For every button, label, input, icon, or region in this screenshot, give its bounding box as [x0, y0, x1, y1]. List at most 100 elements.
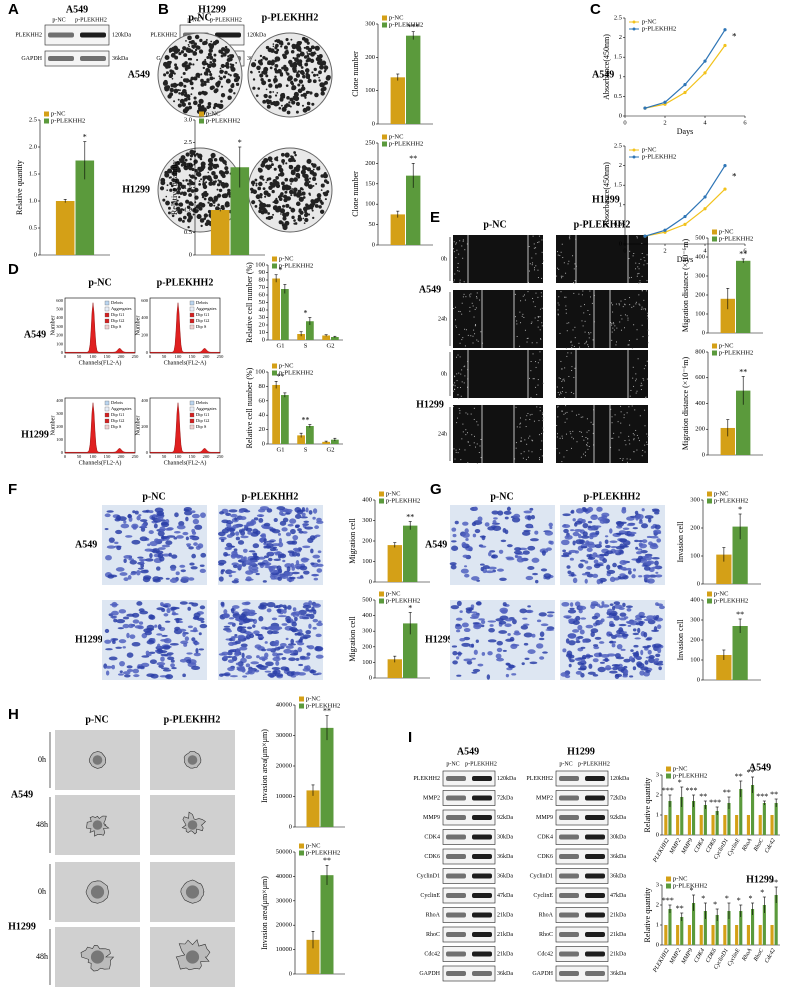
cell-speck	[581, 294, 583, 296]
cell-speck	[612, 304, 614, 306]
stained-cell	[645, 669, 651, 673]
label: 250	[132, 454, 140, 459]
stained-cell	[123, 674, 131, 678]
y-tick-label: 80	[259, 383, 266, 390]
cell-speck	[562, 379, 564, 381]
colony	[177, 186, 182, 191]
stained-cell	[465, 607, 474, 611]
stained-cell	[233, 548, 238, 552]
cell-speck	[537, 296, 539, 298]
stained-cell	[226, 527, 236, 532]
cell-speck	[523, 316, 525, 318]
cell-speck	[620, 405, 622, 407]
cell-speck	[610, 322, 612, 324]
stained-cell	[536, 643, 544, 649]
cell-speck	[574, 263, 576, 265]
cell-speck	[624, 440, 626, 442]
cell-speck	[542, 431, 544, 433]
cell-speck	[587, 344, 589, 346]
stained-cell	[123, 520, 127, 524]
colony	[311, 102, 315, 106]
colony	[292, 56, 295, 60]
y-tick-label: 100	[690, 656, 700, 663]
stained-cell	[450, 540, 457, 543]
stained-cell	[294, 514, 302, 520]
stained-cell	[221, 519, 229, 524]
stained-cell	[619, 612, 627, 617]
colony	[176, 206, 181, 212]
cell-speck	[542, 420, 544, 422]
cell-speck	[611, 437, 613, 439]
stained-cell	[307, 645, 315, 650]
stained-cell	[267, 630, 274, 635]
colony	[185, 40, 187, 42]
stained-cell	[593, 644, 599, 647]
y-axis-label: Absorbance(450nm)	[602, 162, 611, 228]
cell-speck	[453, 384, 455, 386]
cell-speck	[611, 323, 613, 325]
cell-speck	[568, 260, 570, 262]
colony	[220, 93, 226, 98]
stained-cell	[579, 539, 586, 545]
y-tick-label: 100	[365, 87, 375, 94]
y-tick-label: 10000	[276, 946, 292, 953]
colony	[274, 84, 278, 88]
label: 47kDa	[610, 893, 626, 899]
stained-cell	[267, 672, 277, 678]
colony	[227, 95, 232, 100]
bar	[687, 925, 691, 945]
cell-speck	[461, 369, 463, 371]
stained-cell	[123, 555, 133, 559]
label: 150	[189, 454, 197, 459]
cell-speck	[515, 442, 517, 444]
marker	[683, 214, 687, 219]
stained-cell	[632, 527, 638, 530]
colony	[212, 58, 217, 63]
stained-cell	[477, 516, 483, 522]
legend-label: p-PLEKHH2	[642, 153, 676, 160]
colony	[214, 180, 217, 183]
stained-cell	[286, 566, 291, 572]
stained-cell	[235, 662, 241, 666]
stained-cell	[634, 637, 641, 640]
cell-speck	[454, 375, 456, 377]
colony	[176, 199, 179, 202]
cell-speck	[643, 299, 645, 301]
label: CyclinE	[533, 893, 553, 899]
stained-cell	[169, 643, 179, 646]
cell-speck	[572, 438, 574, 440]
label: Debris	[111, 300, 123, 305]
colony	[174, 202, 177, 205]
colony	[204, 58, 207, 61]
stained-cell	[156, 661, 166, 666]
cell-speck	[522, 313, 524, 315]
cell-speck	[641, 252, 643, 254]
cell-speck	[590, 421, 592, 423]
legend-marker	[632, 155, 636, 159]
stained-cell	[231, 562, 239, 566]
label: 150	[104, 454, 112, 459]
significance: *	[304, 308, 308, 317]
label: 120kDa	[610, 776, 629, 782]
stained-cell	[157, 624, 162, 630]
colony	[208, 48, 213, 53]
stained-cell	[165, 540, 173, 546]
cell-speck	[563, 380, 565, 382]
stained-cell	[505, 673, 510, 678]
stained-cell	[450, 605, 460, 610]
colony	[291, 188, 294, 190]
label: C	[590, 1, 601, 18]
colony	[301, 36, 306, 41]
stained-cell	[273, 517, 278, 523]
stained-cell	[648, 655, 655, 659]
stained-cell	[291, 628, 296, 633]
stained-cell	[147, 543, 151, 547]
cell-speck	[529, 418, 531, 420]
significance: *	[713, 900, 717, 909]
colony	[320, 183, 325, 188]
colony	[235, 75, 240, 80]
colony	[218, 156, 225, 162]
colony	[165, 55, 168, 58]
colony	[304, 62, 309, 67]
stained-cell	[616, 521, 625, 527]
